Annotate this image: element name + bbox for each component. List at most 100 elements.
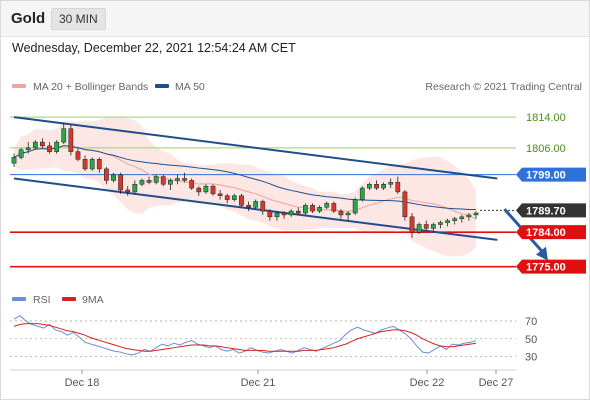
candle-body xyxy=(310,205,315,212)
candle-body xyxy=(409,216,415,233)
candle-body xyxy=(331,203,337,212)
candle-body xyxy=(260,201,266,212)
candle-body xyxy=(224,195,230,200)
candle-body xyxy=(118,174,123,191)
level-label-1806.00: 1806.00 xyxy=(526,143,566,155)
candle-body xyxy=(324,203,330,208)
level-label-1789.70: 1789.70 xyxy=(526,205,566,217)
ma50-line xyxy=(13,145,477,211)
channel-upper-line xyxy=(13,116,498,180)
candle-body xyxy=(182,178,187,181)
level-label-1799.00: 1799.00 xyxy=(526,170,566,182)
rsi-tick-70: 70 xyxy=(525,316,537,328)
candle-body xyxy=(11,157,17,164)
legend-swatch-rsi xyxy=(12,297,26,301)
candle-body xyxy=(473,212,479,216)
legend-ma-bb: MA 20 + Bollinger Bands xyxy=(33,81,148,93)
candle-body xyxy=(96,159,102,170)
candle-body xyxy=(423,224,429,229)
level-label-1784.00: 1784.00 xyxy=(526,227,566,239)
candle-body xyxy=(18,149,24,158)
x-tick-dec-18: Dec 18 xyxy=(65,377,100,389)
symbol-title: Gold xyxy=(11,10,46,27)
chart-header: Gold 30 MIN xyxy=(0,0,590,37)
candle-body xyxy=(32,141,38,149)
candle-body xyxy=(438,222,443,225)
candle-body xyxy=(459,216,465,219)
legend-ma50: MA 50 xyxy=(175,81,205,93)
candle-body xyxy=(345,212,351,216)
candle-body xyxy=(153,176,159,183)
candle-body xyxy=(466,214,472,218)
candle-body xyxy=(111,174,116,181)
rsi-tick-50: 50 xyxy=(525,334,537,346)
candle-body xyxy=(239,195,244,206)
rsi-line xyxy=(13,314,477,356)
legend: MA 20 + Bollinger Bands MA 50 Research ©… xyxy=(12,81,582,93)
candle-body xyxy=(388,182,394,185)
level-tag-1775.00 xyxy=(516,259,586,274)
candle-body xyxy=(210,185,216,195)
rsi-tick-30: 30 xyxy=(525,352,537,364)
candle-body xyxy=(452,218,458,221)
level-tag-1784.00 xyxy=(516,225,586,240)
candle-body xyxy=(196,187,202,193)
candle-body xyxy=(217,193,223,196)
candle-body xyxy=(274,212,280,218)
level-tag-1799.00 xyxy=(516,167,586,182)
candle-body xyxy=(189,180,195,189)
candle-body xyxy=(68,128,74,152)
candle-body xyxy=(40,141,45,147)
candle-body xyxy=(430,224,436,229)
credit-text: Research © 2021 Trading Central xyxy=(425,81,582,93)
candle-body xyxy=(303,205,308,214)
legend-swatch-rsi-ma xyxy=(62,297,76,301)
candle-body xyxy=(89,159,95,170)
timestamp: Wednesday, December 22, 2021 12:54:24 AM… xyxy=(12,41,296,55)
candle-body xyxy=(352,199,358,214)
candle-body xyxy=(175,178,180,181)
rsi-legend: RSI 9MA xyxy=(12,294,104,306)
candle-body xyxy=(416,224,422,233)
timeframe-badge[interactable]: 30 MIN xyxy=(51,8,106,30)
candle-body xyxy=(367,184,372,189)
candle-body xyxy=(104,168,109,181)
candle-body xyxy=(82,159,88,170)
candle-body xyxy=(47,145,52,152)
candle-body xyxy=(281,212,287,216)
candle-body xyxy=(288,210,294,216)
candle-body xyxy=(203,185,209,193)
candle-body xyxy=(125,189,131,193)
rsi-ma-line xyxy=(13,323,477,352)
candle-body xyxy=(75,151,81,160)
candle-body xyxy=(246,205,251,208)
candle-body xyxy=(54,141,60,152)
x-tick-dec-27: Dec 27 xyxy=(479,377,514,389)
candle-body xyxy=(61,128,67,143)
legend-rsi-ma: 9MA xyxy=(82,294,104,306)
level-label-1775.00: 1775.00 xyxy=(526,262,566,274)
level-label-1814.00: 1814.00 xyxy=(526,112,566,124)
candle-body xyxy=(25,147,31,150)
x-tick-dec-22: Dec 22 xyxy=(410,377,445,389)
candle-body xyxy=(146,180,152,183)
legend-swatch-ma-bb xyxy=(12,84,26,88)
candle-body xyxy=(231,195,237,200)
candle-body xyxy=(402,191,408,218)
level-tag-1789.70 xyxy=(516,203,586,218)
candle-body xyxy=(267,210,273,218)
candle-body xyxy=(338,210,344,216)
candle-body xyxy=(132,184,138,193)
candle-body xyxy=(374,184,379,189)
candle-body xyxy=(295,210,301,214)
candle-body xyxy=(317,207,323,212)
candle-body xyxy=(395,182,401,193)
candles xyxy=(11,122,479,238)
candle-body xyxy=(359,187,365,200)
candle-body xyxy=(253,201,259,208)
candle-body xyxy=(167,180,173,185)
candle-body xyxy=(139,180,145,185)
candle-body xyxy=(381,184,386,189)
